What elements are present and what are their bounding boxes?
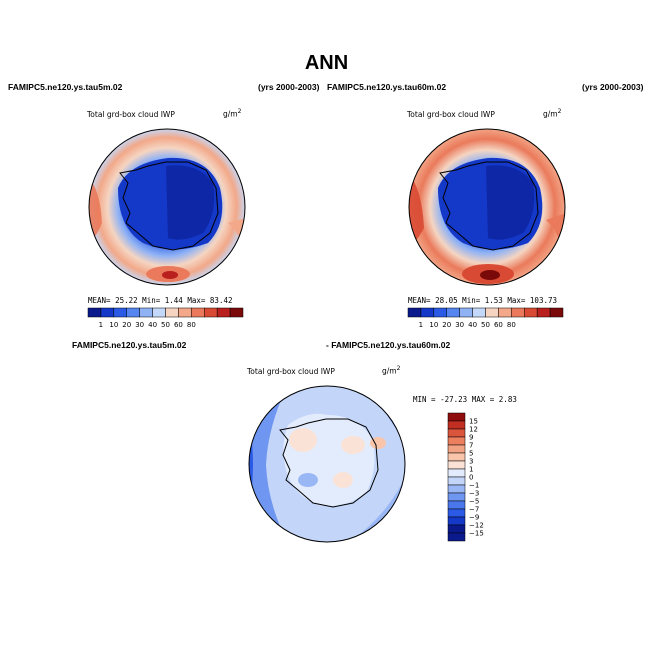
- diff-colorbar-tick-label: 1: [469, 466, 473, 474]
- diff-colorbar-swatch: [447, 500, 466, 510]
- right-colorbar-swatch: [472, 307, 486, 318]
- diff-colorbar-tick-label: 12: [469, 426, 478, 434]
- diff-case-a: FAMIPC5.ne120.ys.tau5m.02: [72, 340, 187, 350]
- left-units: g/m2: [223, 108, 242, 119]
- diff-colorbar-swatch: [447, 460, 466, 470]
- diff-colorbar-tick-label: −5: [469, 498, 479, 506]
- diff-colorbar-swatch: [447, 452, 466, 462]
- diff-colorbar-swatch: [447, 468, 466, 478]
- left-colorbar-swatch: [229, 307, 244, 318]
- right-colorbar-swatch: [407, 307, 422, 318]
- left-colorbar-tick-label: 50: [161, 321, 170, 329]
- diff-colorbar-tick-label: 15: [469, 418, 478, 426]
- right-colorbar-swatch: [485, 307, 499, 318]
- right-colorbar-swatch: [459, 307, 473, 318]
- right-colorbar-tick-label: 40: [468, 321, 477, 329]
- diff-colorbar-swatch: [447, 420, 466, 430]
- left-colorbar-swatch: [204, 307, 218, 318]
- left-colorbar-swatch: [216, 307, 231, 318]
- left-variable-label: Total grd-box cloud IWP: [87, 110, 175, 119]
- diff-colorbar-swatch: [447, 492, 466, 502]
- diff-colorbar-tick-label: −3: [469, 490, 479, 498]
- diff-colorbar-swatch: [447, 444, 466, 454]
- left-polar-map: [88, 128, 246, 286]
- diff-colorbar-tick-label: −1: [469, 482, 479, 490]
- diff-colorbar-tick-label: −12: [469, 522, 484, 530]
- right-colorbar-tick-label: 20: [442, 321, 451, 329]
- left-colorbar-tick-label: 20: [122, 321, 131, 329]
- diff-case-b: - FAMIPC5.ne120.ys.tau60m.02: [326, 340, 451, 350]
- diff-colorbar-tick-label: 9: [469, 434, 473, 442]
- diff-colorbar-swatch: [447, 412, 466, 422]
- right-polar-map: [408, 128, 566, 286]
- diff-colorbar-swatch: [447, 476, 466, 486]
- diff-variable-label: Total grd-box cloud IWP: [247, 367, 335, 376]
- left-colorbar-swatch: [191, 307, 205, 318]
- diff-colorbar-tick-label: −9: [469, 514, 479, 522]
- diff-colorbar-tick-label: −15: [469, 530, 484, 538]
- diff-colorbar-swatch: [447, 532, 466, 542]
- right-colorbar-swatch: [433, 307, 448, 318]
- diff-stats: MIN = -27.23 MAX = 2.83: [413, 395, 517, 404]
- diff-colorbar-tick-label: −7: [469, 506, 479, 514]
- left-colorbar-swatch: [165, 307, 179, 318]
- right-colorbar-tick-label: 60: [494, 321, 503, 329]
- left-colorbar-swatch: [126, 307, 140, 318]
- left-colorbar-swatch: [87, 307, 102, 318]
- left-colorbar-tick-label: 30: [135, 321, 144, 329]
- right-colorbar-swatch: [511, 307, 525, 318]
- left-colorbar-swatch: [100, 307, 115, 318]
- right-colorbar-tick-label: 80: [507, 321, 516, 329]
- right-variable-label: Total grd-box cloud IWP: [407, 110, 495, 119]
- right-colorbar-tick-label: 50: [481, 321, 490, 329]
- left-colorbar-swatch: [178, 307, 192, 318]
- right-colorbar-tick-label: 1: [419, 321, 423, 329]
- left-colorbar-swatch: [139, 307, 153, 318]
- left-colorbar-tick-label: 1: [99, 321, 103, 329]
- right-colorbar-tick-label: 30: [455, 321, 464, 329]
- diff-units: g/m2: [382, 365, 401, 376]
- page-title: ANN: [304, 52, 349, 74]
- right-colorbar-swatch: [549, 307, 564, 318]
- left-colorbar-tick-label: 80: [187, 321, 196, 329]
- right-colorbar-swatch: [498, 307, 512, 318]
- left-stats: MEAN= 25.22 Min= 1.44 Max= 83.42: [88, 296, 233, 305]
- right-units: g/m2: [543, 108, 562, 119]
- diff-colorbar-tick-label: 0: [469, 474, 473, 482]
- right-case-name: FAMIPC5.ne120.ys.tau60m.02: [327, 82, 447, 92]
- left-colorbar-tick-label: 10: [109, 321, 118, 329]
- diff-colorbar-swatch: [447, 484, 466, 494]
- diff-colorbar-tick-label: 7: [469, 442, 473, 450]
- right-stats: MEAN= 28.05 Min= 1.53 Max= 103.73: [408, 296, 558, 305]
- right-years: (yrs 2000-2003): [582, 82, 644, 92]
- diff-colorbar-tick-label: 5: [469, 450, 473, 458]
- diff-colorbar-swatch: [447, 524, 466, 534]
- left-colorbar-tick-label: 40: [148, 321, 157, 329]
- left-colorbar-swatch: [152, 307, 166, 318]
- left-years: (yrs 2000-2003): [258, 82, 320, 92]
- left-case-name: FAMIPC5.ne120.ys.tau5m.02: [8, 82, 123, 92]
- right-colorbar-swatch: [446, 307, 460, 318]
- diff-colorbar-swatch: [447, 516, 466, 526]
- left-colorbar: 1 10 20 30 40 50 60 80: [87, 307, 244, 329]
- left-colorbar-tick-label: 60: [174, 321, 183, 329]
- right-colorbar-swatch: [536, 307, 551, 318]
- right-colorbar: 1 10 20 30 40 50 60 80: [407, 307, 564, 329]
- diff-colorbar-swatch: [447, 508, 466, 518]
- diff-colorbar-swatch: [447, 436, 466, 446]
- right-colorbar-tick-label: 10: [429, 321, 438, 329]
- diff-polar-map: [248, 385, 406, 543]
- right-colorbar-swatch: [420, 307, 435, 318]
- diff-colorbar-tick-label: 3: [469, 458, 473, 466]
- left-colorbar-swatch: [113, 307, 128, 318]
- right-colorbar-swatch: [524, 307, 538, 318]
- diff-colorbar-swatch: [447, 428, 466, 438]
